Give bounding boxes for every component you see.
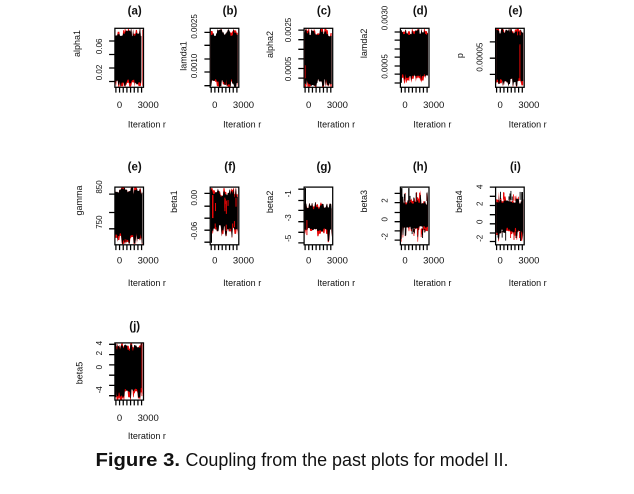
- svg-text:3000: 3000: [233, 256, 254, 267]
- svg-text:4: 4: [95, 340, 104, 345]
- svg-text:beta3: beta3: [359, 190, 369, 213]
- svg-text:0.0030: 0.0030: [380, 5, 389, 30]
- svg-text:0.0025: 0.0025: [284, 17, 293, 42]
- svg-text:Iteration r: Iteration r: [223, 278, 261, 288]
- svg-text:0.00005: 0.00005: [476, 42, 485, 71]
- svg-text:alpha2: alpha2: [265, 31, 275, 58]
- svg-text:(i): (i): [510, 162, 521, 174]
- svg-text:(f): (f): [224, 162, 236, 174]
- svg-text:(c): (c): [317, 5, 331, 17]
- svg-text:0: 0: [498, 100, 503, 111]
- svg-text:Figure 3.: Figure 3.: [96, 450, 181, 470]
- svg-text:Iteration r: Iteration r: [413, 120, 451, 130]
- svg-text:lamda1: lamda1: [179, 41, 189, 71]
- svg-text:Iteration r: Iteration r: [509, 278, 547, 288]
- svg-text:Iteration r: Iteration r: [223, 120, 261, 130]
- svg-text:Iteration r: Iteration r: [128, 278, 166, 288]
- svg-text:Iteration r: Iteration r: [509, 120, 547, 130]
- svg-text:(d): (d): [413, 5, 428, 17]
- svg-text:-0.06: -0.06: [190, 221, 199, 240]
- svg-text:(a): (a): [128, 5, 142, 17]
- svg-text:(b): (b): [223, 5, 238, 17]
- svg-text:0: 0: [380, 217, 389, 222]
- svg-text:0.0005: 0.0005: [380, 54, 389, 79]
- svg-text:Iteration r: Iteration r: [128, 431, 166, 441]
- svg-text:0: 0: [402, 100, 407, 111]
- svg-text:p: p: [455, 53, 465, 58]
- svg-text:0: 0: [212, 100, 217, 111]
- svg-text:0.0005: 0.0005: [284, 56, 293, 81]
- svg-text:0.0010: 0.0010: [190, 53, 199, 78]
- svg-text:0.00: 0.00: [190, 189, 199, 205]
- svg-text:3000: 3000: [518, 100, 539, 111]
- svg-text:0: 0: [498, 256, 503, 267]
- svg-text:750: 750: [95, 215, 104, 229]
- svg-text:Iteration r: Iteration r: [317, 120, 355, 130]
- svg-text:2: 2: [380, 198, 389, 203]
- svg-text:0: 0: [117, 100, 122, 111]
- svg-text:-4: -4: [95, 386, 104, 394]
- svg-text:0: 0: [402, 256, 407, 267]
- svg-text:beta4: beta4: [454, 190, 464, 213]
- svg-text:beta1: beta1: [169, 190, 179, 213]
- svg-text:-3: -3: [284, 214, 293, 222]
- svg-text:3000: 3000: [423, 100, 444, 111]
- svg-text:3000: 3000: [423, 256, 444, 267]
- svg-text:-2: -2: [476, 234, 485, 242]
- svg-text:3000: 3000: [233, 100, 254, 111]
- svg-text:-1: -1: [284, 190, 293, 198]
- svg-text:2: 2: [476, 201, 485, 206]
- svg-text:(e): (e): [508, 5, 522, 17]
- svg-text:Iteration r: Iteration r: [317, 278, 355, 288]
- svg-text:0: 0: [117, 413, 122, 424]
- svg-text:Iteration r: Iteration r: [413, 278, 451, 288]
- svg-text:3000: 3000: [327, 100, 348, 111]
- svg-text:0.02: 0.02: [95, 64, 104, 80]
- svg-text:0: 0: [95, 364, 104, 369]
- svg-text:(g): (g): [317, 162, 332, 174]
- svg-text:(e): (e): [128, 162, 142, 174]
- svg-text:(j): (j): [129, 321, 140, 333]
- svg-text:3000: 3000: [327, 256, 348, 267]
- svg-text:0: 0: [476, 219, 485, 224]
- svg-text:3000: 3000: [138, 413, 159, 424]
- svg-text:0: 0: [306, 100, 311, 111]
- svg-text:0: 0: [306, 256, 311, 267]
- svg-text:Iteration r: Iteration r: [128, 120, 166, 130]
- svg-text:gamma: gamma: [74, 185, 84, 215]
- svg-text:2: 2: [95, 350, 104, 355]
- svg-text:4: 4: [476, 184, 485, 189]
- svg-text:(h): (h): [413, 162, 428, 174]
- svg-text:-2: -2: [380, 232, 389, 240]
- svg-text:beta5: beta5: [75, 362, 85, 385]
- svg-text:lamda2: lamda2: [359, 29, 369, 59]
- svg-text:3000: 3000: [518, 256, 539, 267]
- svg-text:Coupling from the past plots f: Coupling from the past plots for model I…: [186, 450, 509, 470]
- svg-text:0.06: 0.06: [95, 38, 104, 54]
- svg-text:850: 850: [95, 180, 104, 194]
- svg-text:-5: -5: [284, 234, 293, 242]
- svg-text:0: 0: [117, 256, 122, 267]
- svg-text:beta2: beta2: [265, 191, 275, 214]
- svg-text:0.0025: 0.0025: [190, 14, 199, 39]
- svg-text:3000: 3000: [138, 100, 159, 111]
- svg-text:alpha1: alpha1: [72, 30, 82, 57]
- svg-text:3000: 3000: [138, 256, 159, 267]
- svg-text:0: 0: [212, 256, 217, 267]
